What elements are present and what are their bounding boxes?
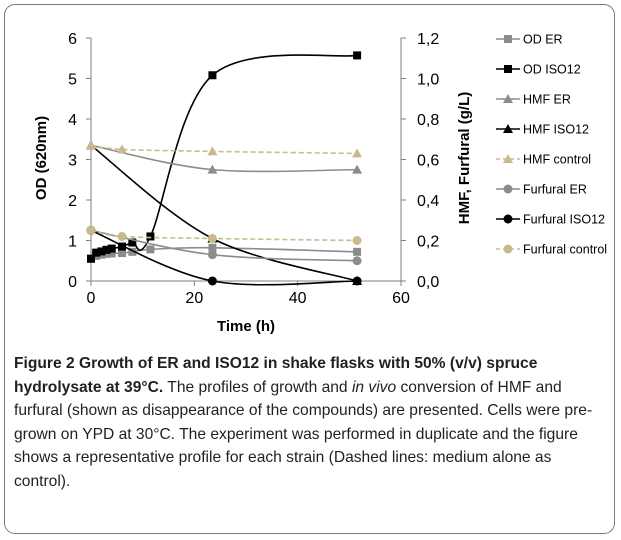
series-furfural-er [86,225,362,266]
y-right-tick-label: 0,2 [417,234,439,251]
data-point [353,51,362,60]
data-point [117,144,127,154]
data-point [352,256,362,266]
data-point [207,164,218,174]
data-point [107,244,116,253]
data-point [128,247,137,256]
y-left-tick-label: 5 [68,72,77,89]
legend-label: Furfural ER [523,183,587,197]
legend-marker [504,35,512,43]
data-point [118,249,126,258]
x-tick-label: 60 [392,290,410,307]
line-chart: 0 1 2 3 4 5 6 0,0 0,2 0,4 0,6 0,8 1,0 1,2 0 20 40 60 OD E… [33,31,607,335]
data-point [86,225,96,235]
legend-marker [503,184,513,194]
caption-text-2: conversion of HMF and furfural (shown as… [14,378,593,490]
y-left-tick-label: 3 [68,153,77,170]
data-point [86,140,96,150]
x-axis-label: Time (h) [217,318,275,335]
data-point [107,249,116,258]
legend-marker [503,154,513,163]
series-hmf-control [86,140,363,158]
data-point [102,245,111,254]
legend-marker [503,214,513,224]
y-right-tick-label: 0,6 [417,153,439,170]
y-right-tick-label: 1,0 [417,72,439,89]
data-point [352,276,362,286]
series-furfural-control [86,225,362,245]
legend-marker [503,94,513,103]
y-left-tick-label: 4 [68,112,77,129]
series-od-iso12 [87,51,362,263]
data-point [146,232,155,241]
caption-italic: in vivo [351,378,397,396]
legend-item-hmf-er: HMF ER [496,93,571,107]
x-tick-label: 20 [185,290,203,307]
data-point [207,146,218,156]
y-right-tick-label: 0,4 [417,193,439,210]
data-point [92,248,101,257]
data-point [352,148,363,158]
chart-axes: 0 1 2 3 4 5 6 0,0 0,2 0,4 0,6 0,8 1,0 1,2 0 20 40 60 [68,31,439,307]
legend-item-hmf-iso12: HMF ISO12 [496,123,589,137]
legend-marker [503,244,513,254]
legend-item-furfural-iso12: Furfural ISO12 [496,213,605,227]
legend-label: OD ER [523,33,563,47]
legend-item-furfural-er: Furfural ER [496,183,587,197]
data-point [117,231,127,241]
legend-item-od-iso12: OD ISO12 [496,63,581,77]
y-left-tick-label: 0 [68,274,77,291]
data-point [208,71,217,80]
legend-label: OD ISO12 [523,63,581,77]
legend-label: HMF ISO12 [523,123,589,137]
figure-caption: Figure 2 Growth of ER and ISO12 in shake… [14,352,610,494]
data-point [97,247,106,256]
data-point [87,254,95,263]
y-left-tick-label: 1 [68,234,77,251]
data-point [352,236,362,245]
legend-label: HMF control [523,153,591,167]
y-left-tick-label: 6 [68,31,77,48]
series-line [90,54,358,260]
series-hmf-iso12 [86,140,363,285]
series-line [90,144,358,282]
data-point [207,250,217,260]
y-right-tick-label: 1,2 [417,31,439,48]
data-point [207,276,217,286]
data-point [352,164,363,174]
caption-title: Figure 2 Growth of ER and ISO12 in shake… [14,355,538,396]
legend-marker [504,65,512,73]
y-right-tick-label: 0,0 [417,274,439,291]
legend-label: Furfural control [523,243,607,257]
y-axis-left-label: OD (620nm) [33,116,50,200]
data-point [353,247,362,256]
legend-item-furfural-control: Furfural control [496,243,607,257]
series-hmf-er [86,140,363,174]
data-point [118,242,126,251]
data-point [146,245,155,254]
data-point [128,238,137,247]
chart-series [86,51,363,286]
y-axis-right-label: HMF, Furfural (g/L) [456,92,473,224]
data-point [207,233,217,243]
x-tick-label: 0 [87,290,96,307]
caption-text-1: The profiles of growth and [163,378,352,396]
chart-legend: OD ER OD ISO12 HMF ER HMF ISO12 HMF control F… [496,33,607,257]
legend-label: HMF ER [523,93,571,107]
y-left-tick-label: 2 [68,193,77,210]
legend-marker [503,124,513,133]
y-right-tick-label: 0,8 [417,112,439,129]
data-point [208,243,217,252]
series-line [90,229,358,242]
data-point [102,249,111,258]
x-tick-label: 40 [289,290,307,307]
legend-item-hmf-control: HMF control [496,153,591,167]
series-line [90,144,358,155]
legend-item-od-er: OD ER [496,33,563,47]
legend-label: Furfural ISO12 [523,213,605,227]
